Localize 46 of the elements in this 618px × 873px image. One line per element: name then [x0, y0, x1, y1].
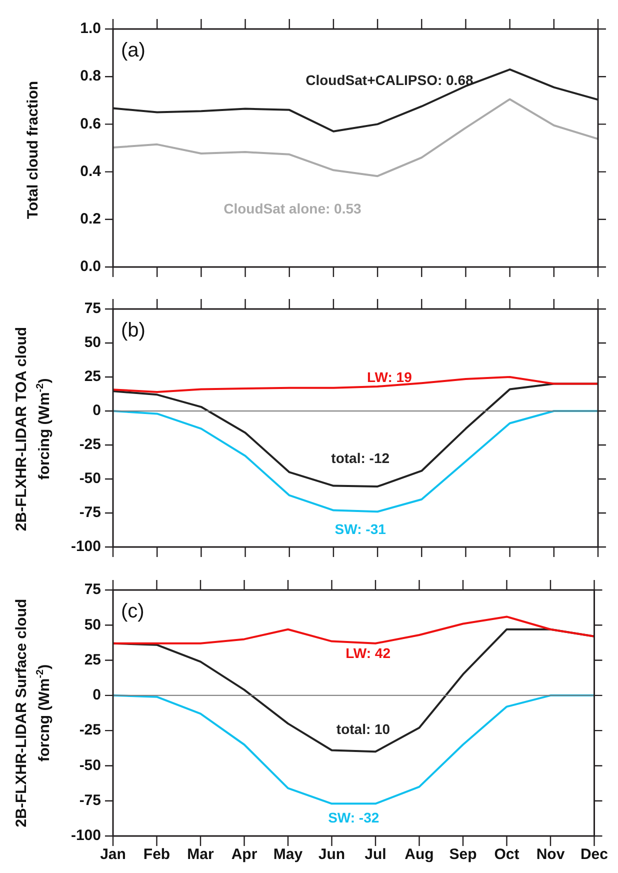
x-tick-label: Nov: [536, 846, 566, 864]
series-label: total: 10: [336, 721, 390, 738]
y-tick-label: 0.6: [80, 115, 101, 132]
series-label: LW: 19: [367, 368, 412, 385]
x-tick-label: Mar: [187, 846, 214, 864]
y-tick-label: 1.0: [80, 20, 101, 38]
y-tick-label: 25: [84, 368, 101, 386]
series-label: LW: 42: [346, 644, 391, 661]
y-tick-label: 50: [84, 616, 101, 634]
y-tick-label: -25: [79, 722, 101, 739]
y-tick-label: 0.4: [80, 162, 102, 180]
y-tick-label: -50: [79, 470, 101, 488]
x-tick-label: Jul: [364, 846, 386, 864]
y-tick-label: 0.8: [80, 68, 101, 85]
annotation: (b): [121, 320, 146, 342]
series-label: total: -12: [331, 450, 390, 466]
x-tick-label: Jun: [318, 846, 346, 864]
x-tick-label: Feb: [143, 846, 170, 864]
y-axis-title: Total cloud fraction: [24, 80, 42, 219]
y-tick-label: -100: [70, 538, 101, 556]
x-tick-label: May: [273, 846, 304, 864]
series-label: SW: -32: [328, 810, 380, 826]
y-tick-label: -50: [79, 756, 101, 774]
x-tick-label: Apr: [231, 846, 258, 864]
series-label: CloudSat+CALIPSO: 0.68: [306, 72, 474, 88]
x-tick-label: Jan: [100, 846, 126, 864]
y-tick-label: -25: [79, 436, 101, 454]
y-tick-label: 0: [92, 402, 101, 420]
annotation: (a): [121, 40, 146, 62]
y-tick-label: 75: [84, 581, 101, 598]
annotation: (c): [121, 600, 144, 623]
y-tick-label: 50: [84, 334, 101, 352]
y-tick-label: -75: [79, 504, 101, 522]
y-tick-label: -100: [70, 827, 101, 844]
y-tick-label: 0: [92, 686, 101, 704]
y-tick-label: 25: [84, 651, 101, 668]
x-tick-label: Dec: [580, 846, 608, 864]
series-label: CloudSat alone: 0.53: [224, 200, 362, 217]
x-tick-label: Oct: [494, 846, 520, 864]
y-tick-label: 75: [84, 300, 101, 318]
x-tick-label: Aug: [404, 846, 434, 864]
y-tick-label: 0.0: [80, 258, 101, 276]
y-tick-label: 0.2: [80, 210, 101, 228]
x-tick-label: Sep: [449, 846, 477, 864]
y-tick-label: -75: [79, 792, 101, 809]
series-label: SW: -31: [334, 521, 386, 538]
